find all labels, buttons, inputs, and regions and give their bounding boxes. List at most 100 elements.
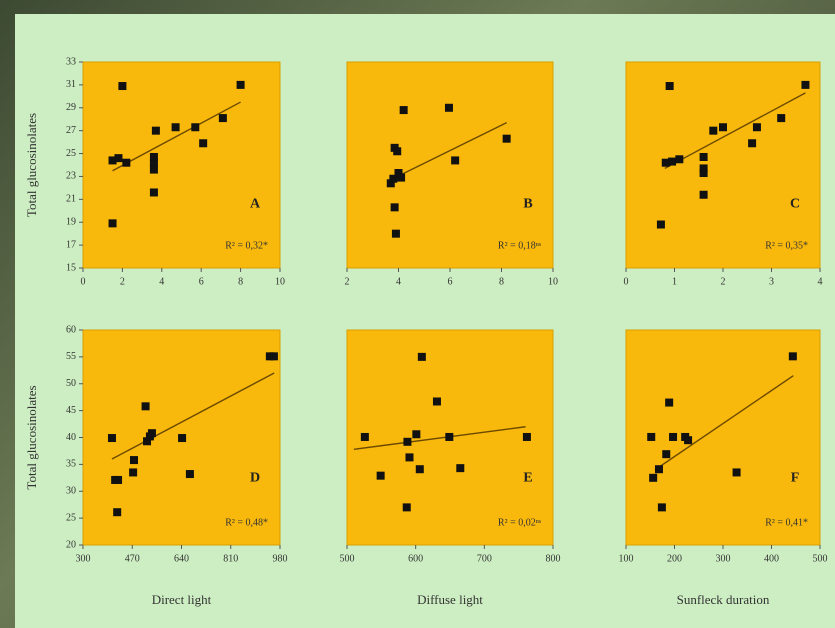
data-point (403, 503, 411, 511)
data-point (109, 219, 117, 227)
x-tick-label: 1 (672, 276, 677, 287)
r-squared: R² = 0,32* (225, 240, 268, 251)
y-tick-label: 50 (66, 378, 76, 389)
data-point (186, 470, 194, 478)
x-tick-label: 700 (477, 553, 492, 564)
data-point (733, 468, 741, 476)
data-point (719, 123, 727, 131)
data-point (377, 472, 385, 480)
data-point (148, 429, 156, 437)
y-tick-label: 21 (66, 194, 76, 205)
panel-letter: A (250, 196, 261, 211)
data-point (114, 154, 122, 162)
x-tick-label: 200 (667, 553, 682, 564)
r-squared: R² = 0,35* (765, 240, 808, 251)
panel-letter: D (250, 471, 260, 486)
data-point (178, 434, 186, 442)
y-tick-label: 45 (66, 405, 76, 416)
data-point (172, 123, 180, 131)
y-tick-label: 17 (66, 239, 76, 250)
data-point (129, 468, 137, 476)
data-point (393, 147, 401, 155)
panel-letter: C (790, 196, 800, 211)
data-point (113, 508, 121, 516)
data-point (114, 476, 122, 484)
x-tick-label: 640 (174, 553, 189, 564)
data-point (142, 402, 150, 410)
figure: 151719212325272931330246810AR² = 0,32*To… (0, 0, 835, 628)
x-tick-label: 600 (408, 553, 423, 564)
data-point (658, 503, 666, 511)
x-tick-label: 4 (818, 276, 823, 287)
data-point (122, 159, 130, 167)
plot-area (83, 62, 280, 268)
data-point (270, 352, 278, 360)
data-point (118, 82, 126, 90)
y-tick-label: 31 (66, 79, 76, 90)
x-tick-label: 2 (721, 276, 726, 287)
data-point (669, 433, 677, 441)
y-axis-label: Total glucosinolates (24, 113, 39, 217)
y-tick-label: 20 (66, 539, 76, 550)
y-tick-label: 15 (66, 262, 76, 273)
x-tick-label: 400 (764, 553, 779, 564)
data-point (445, 433, 453, 441)
data-point (748, 139, 756, 147)
x-tick-label: 8 (238, 276, 243, 287)
x-tick-label: 2 (345, 276, 350, 287)
data-point (668, 158, 676, 166)
y-tick-label: 25 (66, 512, 76, 523)
x-tick-label: 470 (125, 553, 140, 564)
data-point (662, 450, 670, 458)
data-point (108, 434, 116, 442)
y-axis-label: Total glucosinolates (24, 385, 39, 489)
x-tick-label: 300 (716, 553, 731, 564)
y-tick-label: 19 (66, 217, 76, 228)
data-point (412, 430, 420, 438)
data-point (777, 114, 785, 122)
data-point (219, 114, 227, 122)
x-tick-label: 0 (624, 276, 629, 287)
data-point (801, 81, 809, 89)
data-point (657, 221, 665, 229)
data-point (397, 174, 405, 182)
data-point (150, 166, 158, 174)
x-tick-label: 6 (448, 276, 453, 287)
x-tick-label: 3 (769, 276, 774, 287)
data-point (684, 436, 692, 444)
y-tick-label: 60 (66, 324, 76, 335)
data-point (416, 465, 424, 473)
x-tick-label: 500 (813, 553, 828, 564)
data-point (150, 188, 158, 196)
x-tick-label: 10 (548, 276, 558, 287)
r-squared: R² = 0,48* (225, 517, 268, 528)
x-tick-label: 300 (76, 553, 91, 564)
x-axis-label: Direct light (152, 592, 212, 607)
y-tick-label: 30 (66, 486, 76, 497)
y-tick-label: 33 (66, 56, 76, 67)
y-tick-label: 35 (66, 459, 76, 470)
x-tick-label: 810 (223, 553, 238, 564)
data-point (523, 433, 531, 441)
data-point (152, 127, 160, 135)
x-tick-label: 500 (340, 553, 355, 564)
data-point (191, 123, 199, 131)
data-point (666, 82, 674, 90)
data-point (418, 353, 426, 361)
data-point (391, 203, 399, 211)
panel-letter: B (523, 196, 532, 211)
scatter-panel: 500600700800ER² = 0,02ⁿˢDiffuse light (340, 330, 561, 607)
y-tick-label: 55 (66, 351, 76, 362)
scatter-panel: 202530354045505560300470640810980DR² = 0… (24, 324, 288, 607)
data-point (445, 104, 453, 112)
data-point (199, 139, 207, 147)
r-squared: R² = 0,02ⁿˢ (498, 517, 541, 528)
r-squared: R² = 0,41* (765, 517, 808, 528)
data-point (405, 453, 413, 461)
panel-letter: E (523, 471, 532, 486)
data-point (753, 123, 761, 131)
data-point (130, 456, 138, 464)
y-tick-label: 25 (66, 148, 76, 159)
